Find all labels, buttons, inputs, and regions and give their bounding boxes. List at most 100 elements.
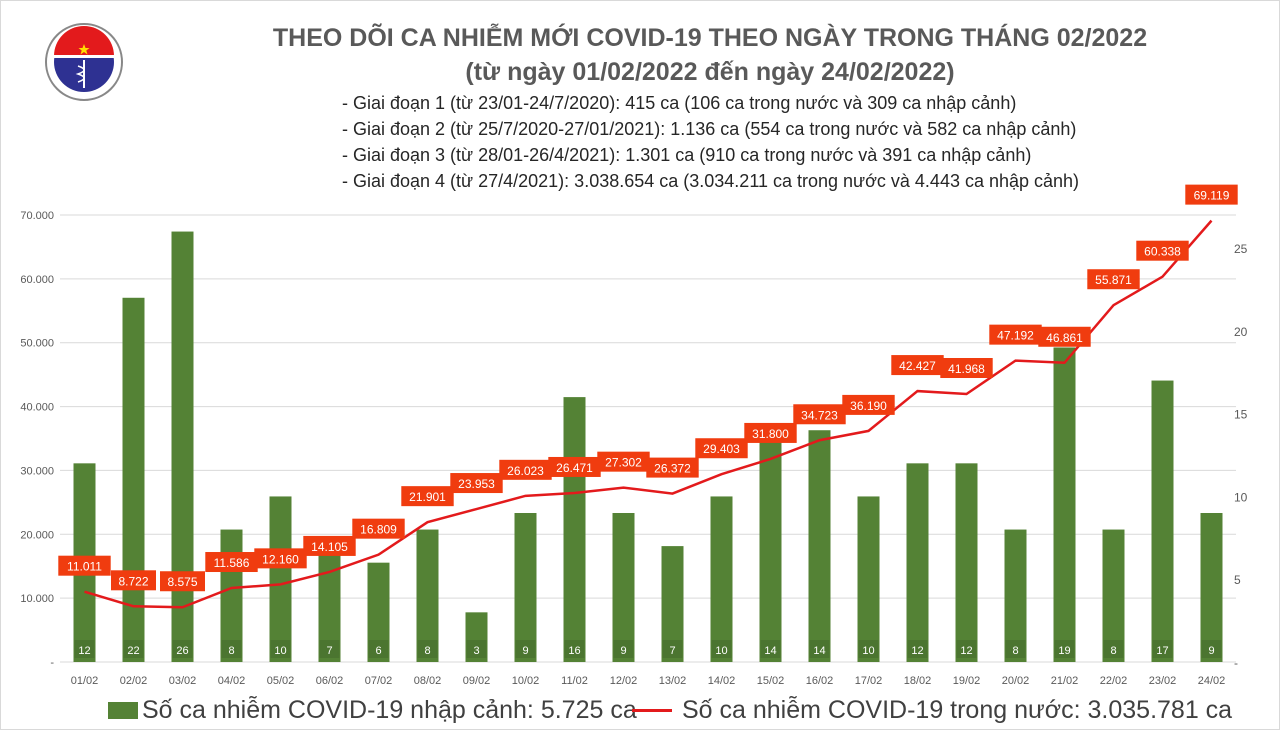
bar-12/02 [612, 513, 635, 662]
chart-title: THEO DÕI CA NHIỄM MỚI COVID-19 THEO NGÀY… [272, 24, 1148, 52]
line-label-box [352, 518, 405, 539]
bar-13/02 [661, 546, 684, 662]
bar-06/02 [318, 546, 341, 662]
bar-label-box [760, 640, 781, 658]
line-value-label: 12.160 [262, 552, 299, 566]
bar-value-label: 7 [669, 645, 675, 657]
bar-value-label: 14 [764, 645, 776, 657]
line-label-box [891, 355, 944, 376]
bar-value-label: 26 [176, 645, 188, 657]
bar-11/02 [563, 397, 586, 662]
x-axis-tick: 02/02 [120, 675, 148, 687]
bar-value-label: 6 [375, 645, 381, 657]
bar-label-box [417, 640, 438, 658]
bar-label-box [319, 640, 340, 658]
line-value-label: 47.192 [997, 329, 1034, 343]
x-axis-tick: 11/02 [561, 675, 588, 687]
ministry-of-health-logo [45, 23, 123, 101]
line-label-box [1136, 240, 1189, 261]
bar-label-box [956, 640, 977, 658]
bar-03/02 [171, 231, 194, 663]
bar-label-box [662, 640, 683, 658]
bar-14/02 [710, 496, 733, 662]
line-label-box [842, 394, 895, 415]
line-label-box [111, 570, 156, 591]
line-value-label: 31.800 [752, 427, 789, 441]
bar-label-box [221, 640, 242, 658]
line-value-label: 8.722 [118, 574, 148, 588]
line-label-box [597, 451, 650, 472]
right-axis-tick: 10 [1234, 490, 1248, 504]
bar-value-label: 8 [228, 645, 234, 657]
left-axis-tick: 50.000 [20, 338, 54, 350]
bar-label-box [907, 640, 928, 658]
line-label-box [646, 457, 699, 478]
bar-label-box [1005, 640, 1026, 658]
bar-16/02 [808, 430, 831, 662]
line-label-box [205, 552, 258, 573]
line-value-label: 11.011 [67, 560, 102, 574]
bar-label-box [858, 640, 879, 658]
domestic-cases-line [84, 219, 1213, 609]
x-axis-tick: 05/02 [267, 675, 295, 687]
left-axis-tick: - [50, 657, 54, 669]
left-axis-tick: 40.000 [20, 402, 54, 414]
legend-bar-swatch [108, 702, 138, 719]
line-value-label: 14.105 [311, 540, 348, 554]
left-axis-tick: 30.000 [20, 465, 54, 477]
line-label-box [940, 358, 993, 379]
x-axis-tick: 06/02 [316, 675, 344, 687]
x-axis-tick: 22/02 [1100, 675, 1128, 687]
phase-1-text: - Giai đoạn 1 (từ 23/01-24/7/2020): 415 … [342, 93, 1017, 113]
bar-label-box [564, 640, 585, 658]
line-label-box [695, 438, 748, 459]
bar-label-box [1054, 640, 1075, 658]
x-axis-tick: 17/02 [855, 675, 883, 687]
bar-value-label: 16 [568, 645, 580, 657]
line-value-label: 36.190 [850, 399, 887, 413]
line-label-box [1185, 184, 1238, 205]
bar-24/02 [1200, 513, 1223, 662]
bar-23/02 [1151, 380, 1174, 662]
left-axis-tick: 60.000 [20, 274, 54, 286]
line-value-label: 69.119 [1194, 189, 1230, 203]
bar-21/02 [1053, 347, 1076, 662]
phase-3-text: - Giai đoạn 3 (từ 28/01-26/4/2021): 1.30… [342, 145, 1032, 165]
x-axis-tick: 04/02 [218, 675, 246, 687]
right-axis-tick: 5 [1234, 573, 1241, 587]
legend-bar: Số ca nhiễm COVID-19 nhập cảnh: 5.725 ca [108, 696, 637, 725]
bar-17/02 [857, 496, 880, 662]
legend-line: Số ca nhiễm COVID-19 trong nước: 3.035.7… [632, 696, 1232, 725]
bar-10/02 [514, 513, 537, 662]
bar-label-box [1201, 640, 1222, 658]
bar-label-box [809, 640, 830, 658]
x-axis-tick: 10/02 [512, 675, 540, 687]
line-value-label: 60.338 [1144, 245, 1181, 259]
line-value-label: 42.427 [899, 359, 936, 373]
left-axis-tick: 10.000 [20, 593, 54, 605]
x-axis-tick: 15/02 [757, 675, 785, 687]
bar-value-label: 14 [813, 645, 825, 657]
right-axis-tick: 25 [1234, 242, 1248, 256]
line-label-box [1087, 269, 1140, 290]
line-value-label: 21.901 [409, 490, 446, 504]
x-axis-tick: 14/02 [708, 675, 736, 687]
line-value-label: 8.575 [167, 575, 197, 589]
bar-label-box [1152, 640, 1173, 658]
line-label-box [254, 548, 307, 569]
bar-22/02 [1102, 529, 1125, 662]
bar-15/02 [759, 430, 782, 662]
line-value-label: 29.403 [703, 442, 740, 456]
bar-value-label: 7 [326, 645, 332, 657]
left-axis-tick: 70.000 [20, 210, 54, 222]
line-value-label: 41.968 [948, 362, 985, 376]
bar-19/02 [955, 463, 978, 662]
bar-value-label: 12 [960, 645, 972, 657]
bar-value-label: 9 [522, 645, 528, 657]
x-axis-tick: 07/02 [365, 675, 393, 687]
legend-line-label: Số ca nhiễm COVID-19 trong nước: 3.035.7… [682, 696, 1233, 724]
line-value-label: 26.471 [556, 461, 593, 475]
x-axis-tick: 12/02 [610, 675, 638, 687]
bar-value-label: 19 [1058, 645, 1070, 657]
chart-subtitle: (từ ngày 01/02/2022 đến ngày 24/02/2022) [465, 58, 955, 86]
